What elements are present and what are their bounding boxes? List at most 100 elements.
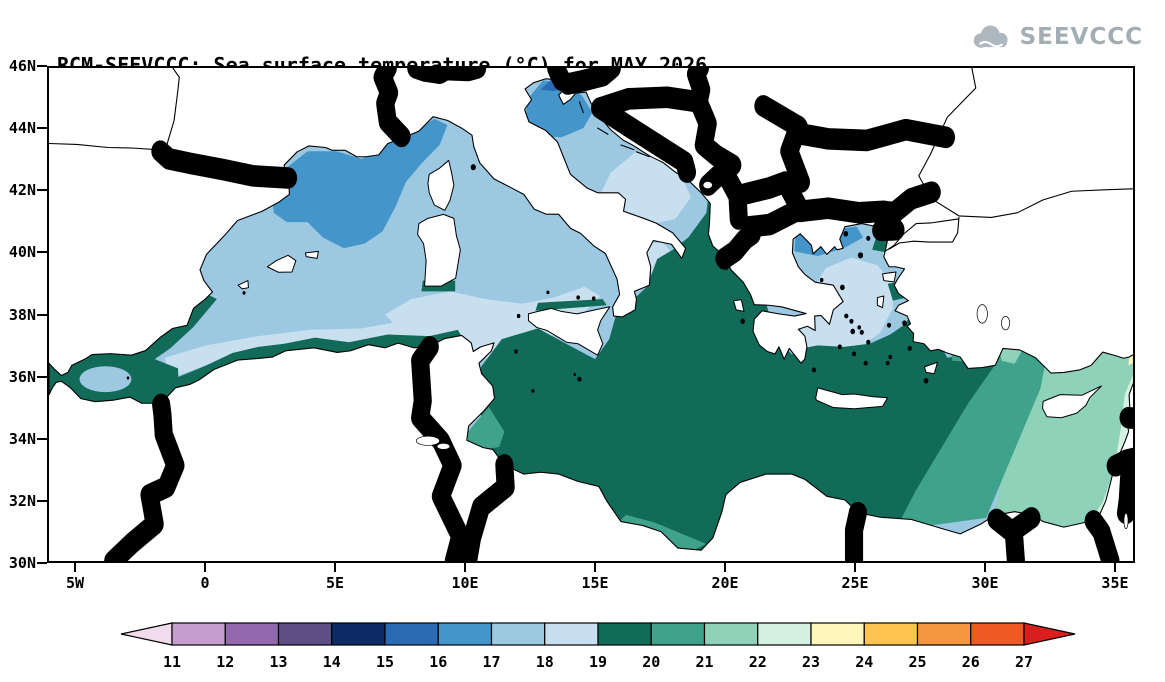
colorbar-tick-label: 20: [642, 653, 660, 671]
colorbar-segment: [650, 622, 706, 646]
ibiza-island: [238, 281, 248, 289]
band-23c-iskenderun-corner: [1128, 354, 1133, 366]
lat-tick-mark: [37, 562, 47, 564]
kefalonia-island: [734, 300, 744, 312]
lesbos-island: [883, 272, 896, 282]
lat-tick-label: 46N: [8, 57, 36, 75]
colorbar-segment: [437, 622, 493, 646]
colorbar-segment: [171, 622, 226, 646]
band-19c-sicily-north-rim: [535, 299, 607, 311]
colorbar-tick-label: 27: [1015, 653, 1033, 671]
band-16c-gulf-of-lion: [271, 118, 448, 249]
lon-tick-mark: [334, 563, 337, 572]
colorbar-tick-label: 13: [269, 653, 287, 671]
country-borders: [104, 68, 1133, 561]
lat-tick-mark: [37, 251, 47, 254]
chios-island: [877, 296, 883, 308]
sst-field: [49, 79, 1133, 551]
colorbar-segment: [384, 622, 439, 646]
band-20c-gulf-of-gabes: [460, 406, 505, 454]
lat-tick-mark: [37, 65, 47, 67]
lon-tick-mark: [854, 563, 856, 572]
lat-tick-mark: [37, 189, 47, 192]
band-18c-algeria-offshore: [165, 320, 430, 380]
lat-tick-label: 42N: [8, 181, 36, 200]
logo-text: SEEVCCC: [1019, 24, 1143, 50]
lon-tick-label: 10E: [451, 574, 479, 592]
lon-tick-label: 35E: [1101, 574, 1129, 592]
band-16c-north-adriatic: [525, 80, 593, 138]
lat-tick-label: 30N: [8, 554, 36, 572]
lat-tick-label: 44N: [8, 119, 36, 138]
colorbar-segment: [224, 622, 280, 646]
colorbar-tick-label: 17: [482, 653, 500, 671]
black-sea-coastline: [919, 68, 1133, 217]
colorbar-tick-label: 12: [216, 653, 234, 671]
colorbar-segment: [331, 622, 386, 646]
colorbar-tick-label: 26: [962, 653, 980, 671]
colorbar-segment: [277, 622, 333, 646]
lon-tick-mark: [983, 563, 986, 572]
lat-tick-label: 40N: [8, 243, 36, 262]
corsica-island: [428, 160, 454, 210]
cyprus-island: [1043, 386, 1102, 418]
marmara-sea-coastline: [885, 217, 959, 251]
patch-17c-alboran-center: [79, 366, 132, 393]
band-21c-antalya-bay: [999, 348, 1023, 364]
small-island-specks: [126, 102, 929, 393]
lon-tick-mark: [74, 563, 77, 572]
band-20c-turkey-sw-coast: [949, 345, 997, 364]
lat-tick-mark: [37, 375, 47, 378]
lon-tick-label: 5W: [66, 574, 85, 592]
colorbar-tick-label: 21: [695, 653, 713, 671]
seevccc-logo: SEEVCCC: [968, 22, 1143, 52]
colorbar-below-arrow: [120, 622, 173, 646]
colorbar-segment: [970, 622, 1025, 646]
lat-tick-label: 38N: [8, 305, 36, 324]
colorbar: 11 12 13 14 15 16 17 18 19 20 21 22 23 24 25 26 27: [120, 620, 1076, 678]
colorbar-tick-label: 25: [908, 653, 926, 671]
colorbar-segment: [544, 622, 599, 646]
colorbar-segment: [757, 622, 812, 646]
colorbar-segment: [916, 622, 972, 646]
lon-tick-label: 0: [200, 574, 210, 592]
colorbar-svg: 11 12 13 14 15 16 17 18 19 20 21 22 23 24 25 26 27: [120, 622, 1076, 671]
map-plot-area: [47, 66, 1135, 563]
sicily-island: [528, 307, 609, 355]
lon-tick-mark: [594, 563, 597, 572]
lon-tick-label: 30E: [971, 574, 999, 592]
lat-tick-mark: [37, 499, 47, 502]
lat-tick-label: 32N: [8, 491, 36, 510]
lat-tick-label: 36N: [8, 367, 36, 386]
lat-tick-mark: [37, 127, 47, 130]
colorbar-above-arrow: [1023, 622, 1076, 646]
band-20c-east-med: [895, 339, 1049, 531]
lat-tick-label: 34N: [8, 429, 36, 448]
colorbar-tick-label: 23: [802, 653, 820, 671]
lat-tick-mark: [37, 313, 47, 316]
colorbar-segment: [490, 622, 546, 646]
colorbar-tick-label: 22: [749, 653, 767, 671]
sardinia-island: [418, 214, 461, 286]
colorbar-tick-label: 15: [376, 653, 394, 671]
biscay-coastline: [49, 68, 179, 150]
mediterranean-map: [49, 68, 1133, 561]
colorbar-segment: [597, 622, 652, 646]
lon-tick-label: 20E: [711, 574, 739, 592]
menorca-island: [305, 251, 318, 258]
crete-island: [816, 388, 888, 409]
colorbar-segment: [810, 622, 865, 646]
colorbar-tick-label: 24: [855, 653, 873, 671]
lon-tick-mark: [724, 563, 727, 572]
colorbar-tick-label: 16: [429, 653, 447, 671]
mediterranean-coastline: [49, 79, 1133, 550]
rhodes-island: [924, 362, 937, 373]
mallorca-island: [267, 255, 295, 272]
band-19c-central-east-med: [481, 188, 994, 551]
lakes: [416, 181, 1128, 528]
lon-tick-mark: [464, 563, 467, 572]
lon-tick-label: 25E: [841, 574, 869, 592]
colorbar-segment: [703, 622, 759, 646]
lon-tick-label: 5E: [326, 574, 345, 592]
